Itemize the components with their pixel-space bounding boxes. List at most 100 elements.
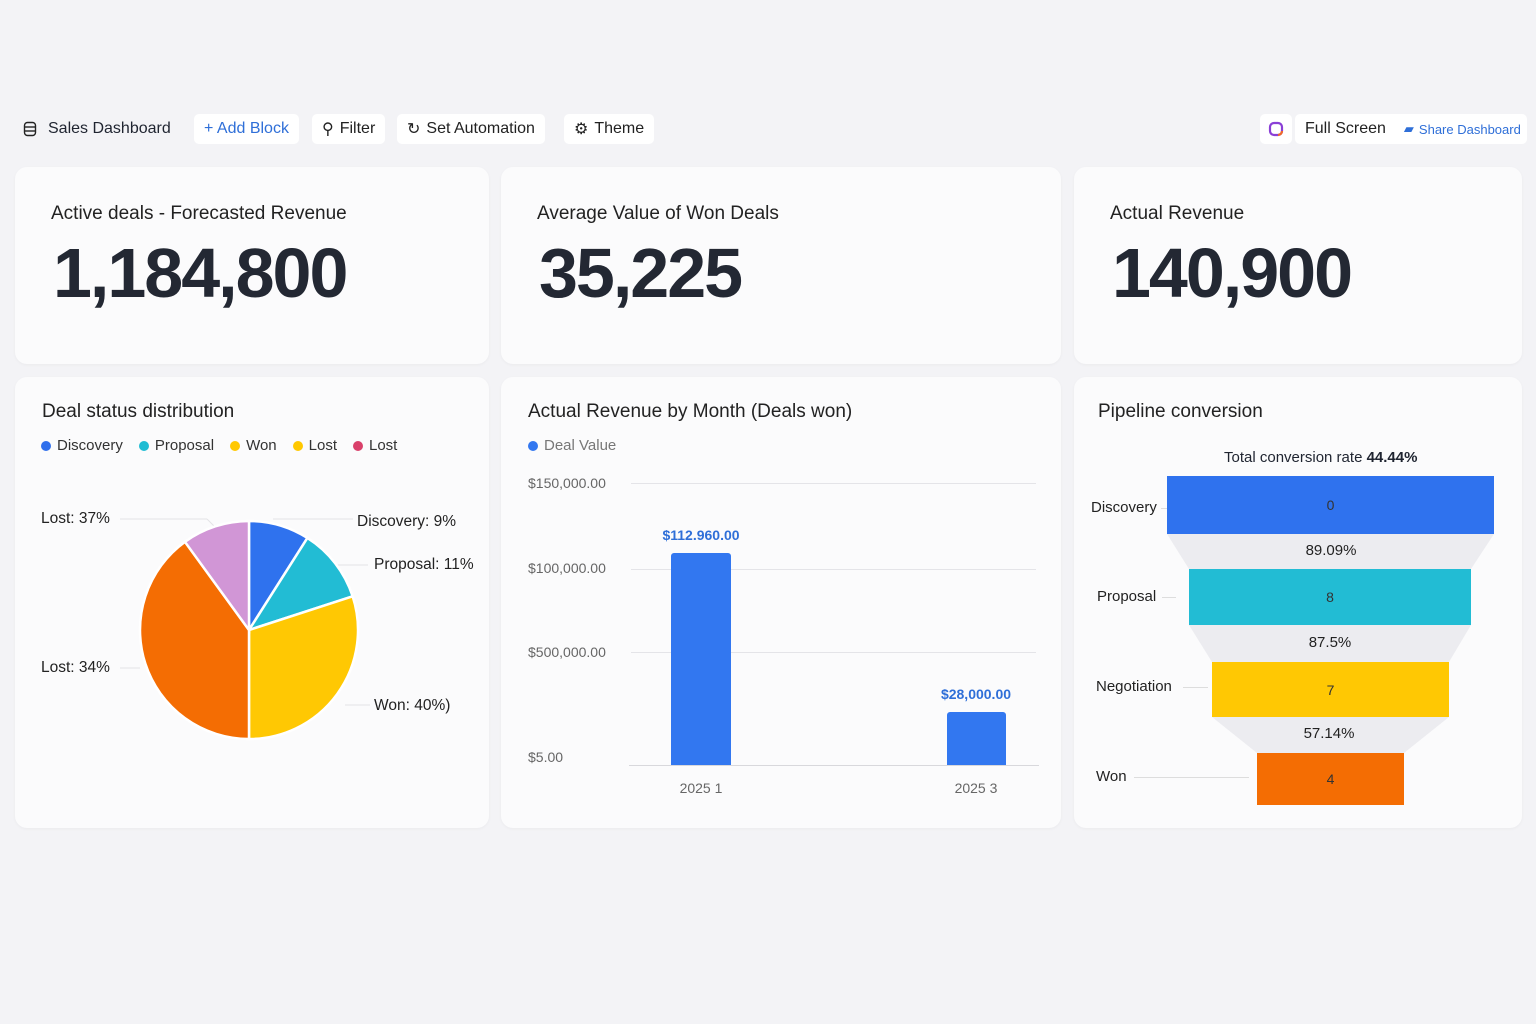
stage-value: 7 (1326, 681, 1335, 698)
pie-chart (120, 518, 370, 741)
legend-dot (353, 440, 363, 451)
set-automation-button[interactable]: ↻ Set Automation (397, 114, 545, 144)
bar-value-label: $112.960.00 (662, 526, 740, 543)
slice-label-lost-34: Lost: 34% (41, 659, 110, 676)
total-conversion-value: 44.44% (1366, 449, 1418, 466)
gridline (631, 569, 1036, 570)
add-block-button[interactable]: + Add Block (194, 114, 299, 144)
kpi-value: 1,184,800 (53, 234, 348, 312)
app-logo-button[interactable] (1260, 114, 1292, 144)
y-tick-label: $5.00 (528, 749, 564, 765)
y-tick-label: $500,000.00 (528, 644, 606, 660)
chart-title: Pipeline conversion (1098, 401, 1263, 422)
leader-line (1183, 687, 1208, 688)
add-block-label: + Add Block (204, 120, 289, 137)
fullscreen-share-group: Full Screen ▰ Share Dashboard (1295, 114, 1527, 144)
theme-label: Theme (594, 120, 645, 137)
kpi-card-forecasted-revenue: Active deals - Forecasted Revenue 1,184,… (15, 167, 489, 364)
gridline (631, 483, 1036, 484)
share-label: Share Dashboard (1418, 121, 1521, 137)
legend-label: Won (246, 437, 277, 454)
pie-slice-lost[interactable] (183, 519, 251, 634)
deal-status-card: Deal status distribution Discovery Propo… (15, 377, 489, 828)
stage-value: 8 (1326, 589, 1334, 605)
pipeline-conversion-card: Pipeline conversion Total conversion rat… (1074, 377, 1522, 828)
legend-label: Lost (308, 437, 337, 454)
slice-label-won: Won: 40%) (374, 697, 451, 714)
legend-label: Lost (369, 437, 398, 454)
legend-item[interactable]: Lost (353, 437, 397, 454)
bar-2025-1[interactable] (671, 552, 731, 765)
filter-button[interactable]: ⚲ Filter (312, 114, 386, 144)
conversion-rate: 87.5% (1308, 634, 1352, 651)
conversion-rate: 57.14% (1303, 725, 1355, 742)
total-conversion-label: Total conversion rate (1224, 449, 1363, 466)
kpi-title: Active deals - Forecasted Revenue (51, 203, 347, 224)
bar-legend[interactable]: Deal Value (528, 437, 616, 454)
database-icon (23, 121, 37, 137)
chart-title: Actual Revenue by Month (Deals won) (528, 401, 853, 422)
leader-line (1161, 508, 1167, 509)
y-tick-label: $150,000.00 (528, 475, 606, 491)
automation-label: Set Automation (426, 120, 535, 137)
legend-label: Proposal (154, 437, 215, 454)
share-icon: ▰ (1403, 121, 1414, 136)
legend-label: Discovery (57, 437, 123, 454)
full-screen-button[interactable]: Full Screen (1305, 120, 1386, 137)
stage-value: 0 (1326, 497, 1335, 513)
bar-2025-3[interactable] (947, 712, 1006, 765)
legend-item[interactable]: Lost (292, 437, 337, 454)
pie-legend: Discovery Proposal Won Lost Lost (41, 437, 397, 454)
slice-label-lost-37: Lost: 37% (41, 510, 110, 527)
x-tick-label: 2025 1 (679, 780, 723, 796)
kpi-title: Actual Revenue (1110, 203, 1245, 224)
filter-icon: ⚲ (322, 121, 334, 138)
stage-value: 4 (1326, 771, 1335, 787)
dashboard-title-text: Sales Dashboard (48, 120, 171, 137)
legend-item[interactable]: Discovery (41, 437, 123, 454)
legend-item[interactable]: Won (230, 437, 277, 454)
legend-dot (138, 440, 149, 451)
leader-line (1134, 777, 1249, 778)
legend-dot (230, 440, 241, 451)
slice-label-discovery: Discovery: 9% (357, 513, 457, 530)
funnel-stage-won[interactable]: 4 (1257, 753, 1404, 805)
legend-dot (292, 440, 303, 451)
stage-label: Won (1096, 768, 1127, 785)
funnel-stage-negotiation[interactable]: 7 (1212, 662, 1449, 717)
y-tick-label: $100,000.00 (528, 560, 606, 576)
dashboard-title: Sales Dashboard (22, 114, 171, 144)
legend-label: Deal Value (544, 437, 617, 454)
automation-icon: ↻ (407, 121, 421, 138)
filter-label: Filter (339, 120, 376, 137)
total-conversion: Total conversion rate 44.44% (1224, 449, 1417, 466)
funnel-stage-proposal[interactable]: 8 (1189, 569, 1471, 625)
theme-button[interactable]: ⚙ Theme (564, 114, 655, 144)
kpi-card-avg-won: Average Value of Won Deals 35,225 (501, 167, 1061, 364)
pie-slice-proposal[interactable] (246, 536, 355, 633)
chart-title: Deal status distribution (42, 401, 235, 422)
legend-dot (528, 440, 538, 451)
share-dashboard-button[interactable]: ▰ Share Dashboard (1404, 121, 1521, 137)
funnel-stage-discovery[interactable]: 0 (1167, 476, 1494, 534)
funnel-connectors (1167, 534, 1494, 753)
pie-slice-won[interactable] (247, 594, 360, 741)
revenue-by-month-card: Actual Revenue by Month (Deals won) Deal… (501, 377, 1061, 828)
theme-icon: ⚙ (574, 121, 589, 138)
bar-value-label: $28,000.00 (940, 686, 1012, 703)
leader-line (1162, 597, 1176, 598)
x-axis-line (629, 765, 1039, 766)
gridline (631, 652, 1036, 653)
legend-item[interactable]: Proposal (138, 437, 215, 454)
stage-label: Discovery (1091, 499, 1157, 516)
slice-label-proposal: Proposal: 11% (374, 556, 474, 573)
pie-slice-lost[interactable] (138, 540, 251, 741)
kpi-card-actual-revenue: Actual Revenue 140,900 (1074, 167, 1522, 364)
kpi-value: 35,225 (539, 234, 743, 312)
kpi-title: Average Value of Won Deals (537, 203, 779, 224)
app-logo-icon (1268, 121, 1284, 137)
stage-label: Proposal (1097, 588, 1157, 605)
stage-label: Negotiation (1096, 678, 1172, 695)
legend-dot (41, 440, 51, 451)
x-tick-label: 2025 3 (954, 780, 998, 796)
